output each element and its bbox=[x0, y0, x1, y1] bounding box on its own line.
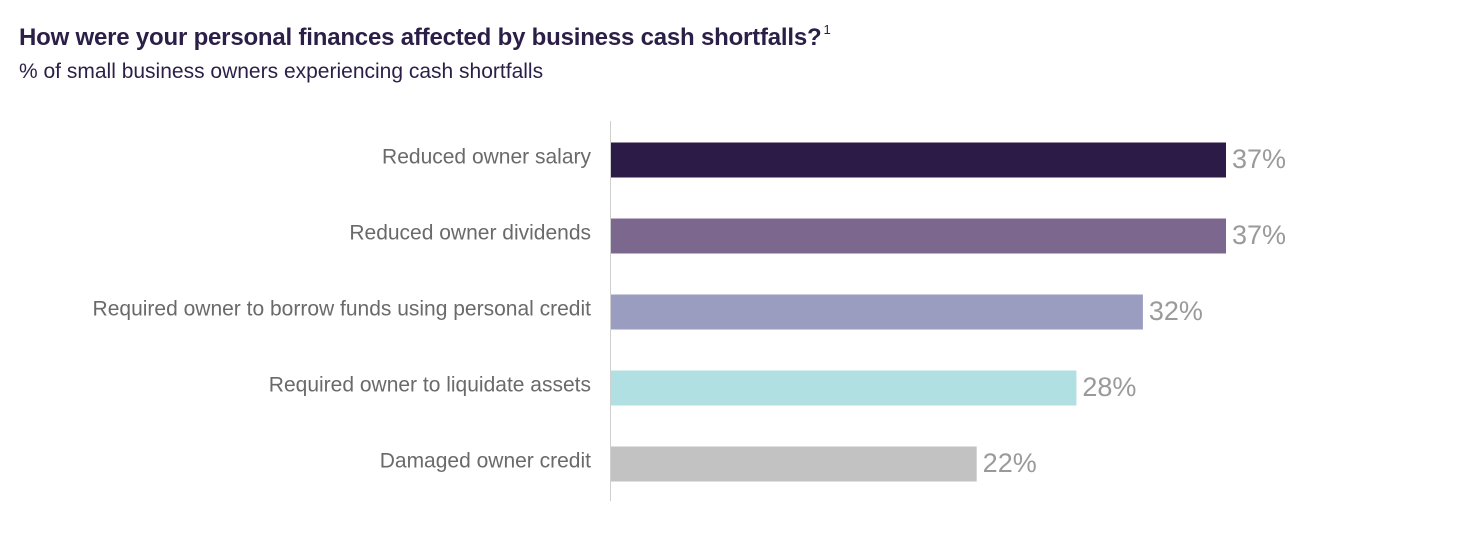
category-label: Reduced owner dividends bbox=[349, 222, 591, 245]
category-label: Damaged owner credit bbox=[380, 450, 591, 473]
chart-subtitle: % of small business owners experiencing … bbox=[19, 60, 544, 83]
chart-title: How were your personal finances affected… bbox=[19, 22, 831, 52]
category-label: Required owner to liquidate assets bbox=[269, 374, 591, 397]
bar bbox=[611, 142, 1226, 178]
bar bbox=[611, 218, 1226, 254]
value-label: 28% bbox=[1082, 372, 1136, 402]
chart-title-text: How were your personal finances affected… bbox=[19, 24, 822, 51]
value-label: 22% bbox=[983, 448, 1037, 478]
title-footnote-marker: 1 bbox=[823, 22, 831, 37]
value-label: 32% bbox=[1149, 296, 1203, 326]
bar bbox=[611, 370, 1077, 406]
value-label: 37% bbox=[1232, 144, 1286, 174]
category-label: Reduced owner salary bbox=[382, 146, 591, 169]
bars-layer: Reduced owner salary 37% Reduced owner div… bbox=[93, 142, 1286, 482]
bar bbox=[611, 446, 977, 482]
value-label: 37% bbox=[1232, 220, 1286, 250]
bar bbox=[611, 294, 1143, 330]
category-label: Required owner to borrow funds using per… bbox=[93, 298, 592, 321]
